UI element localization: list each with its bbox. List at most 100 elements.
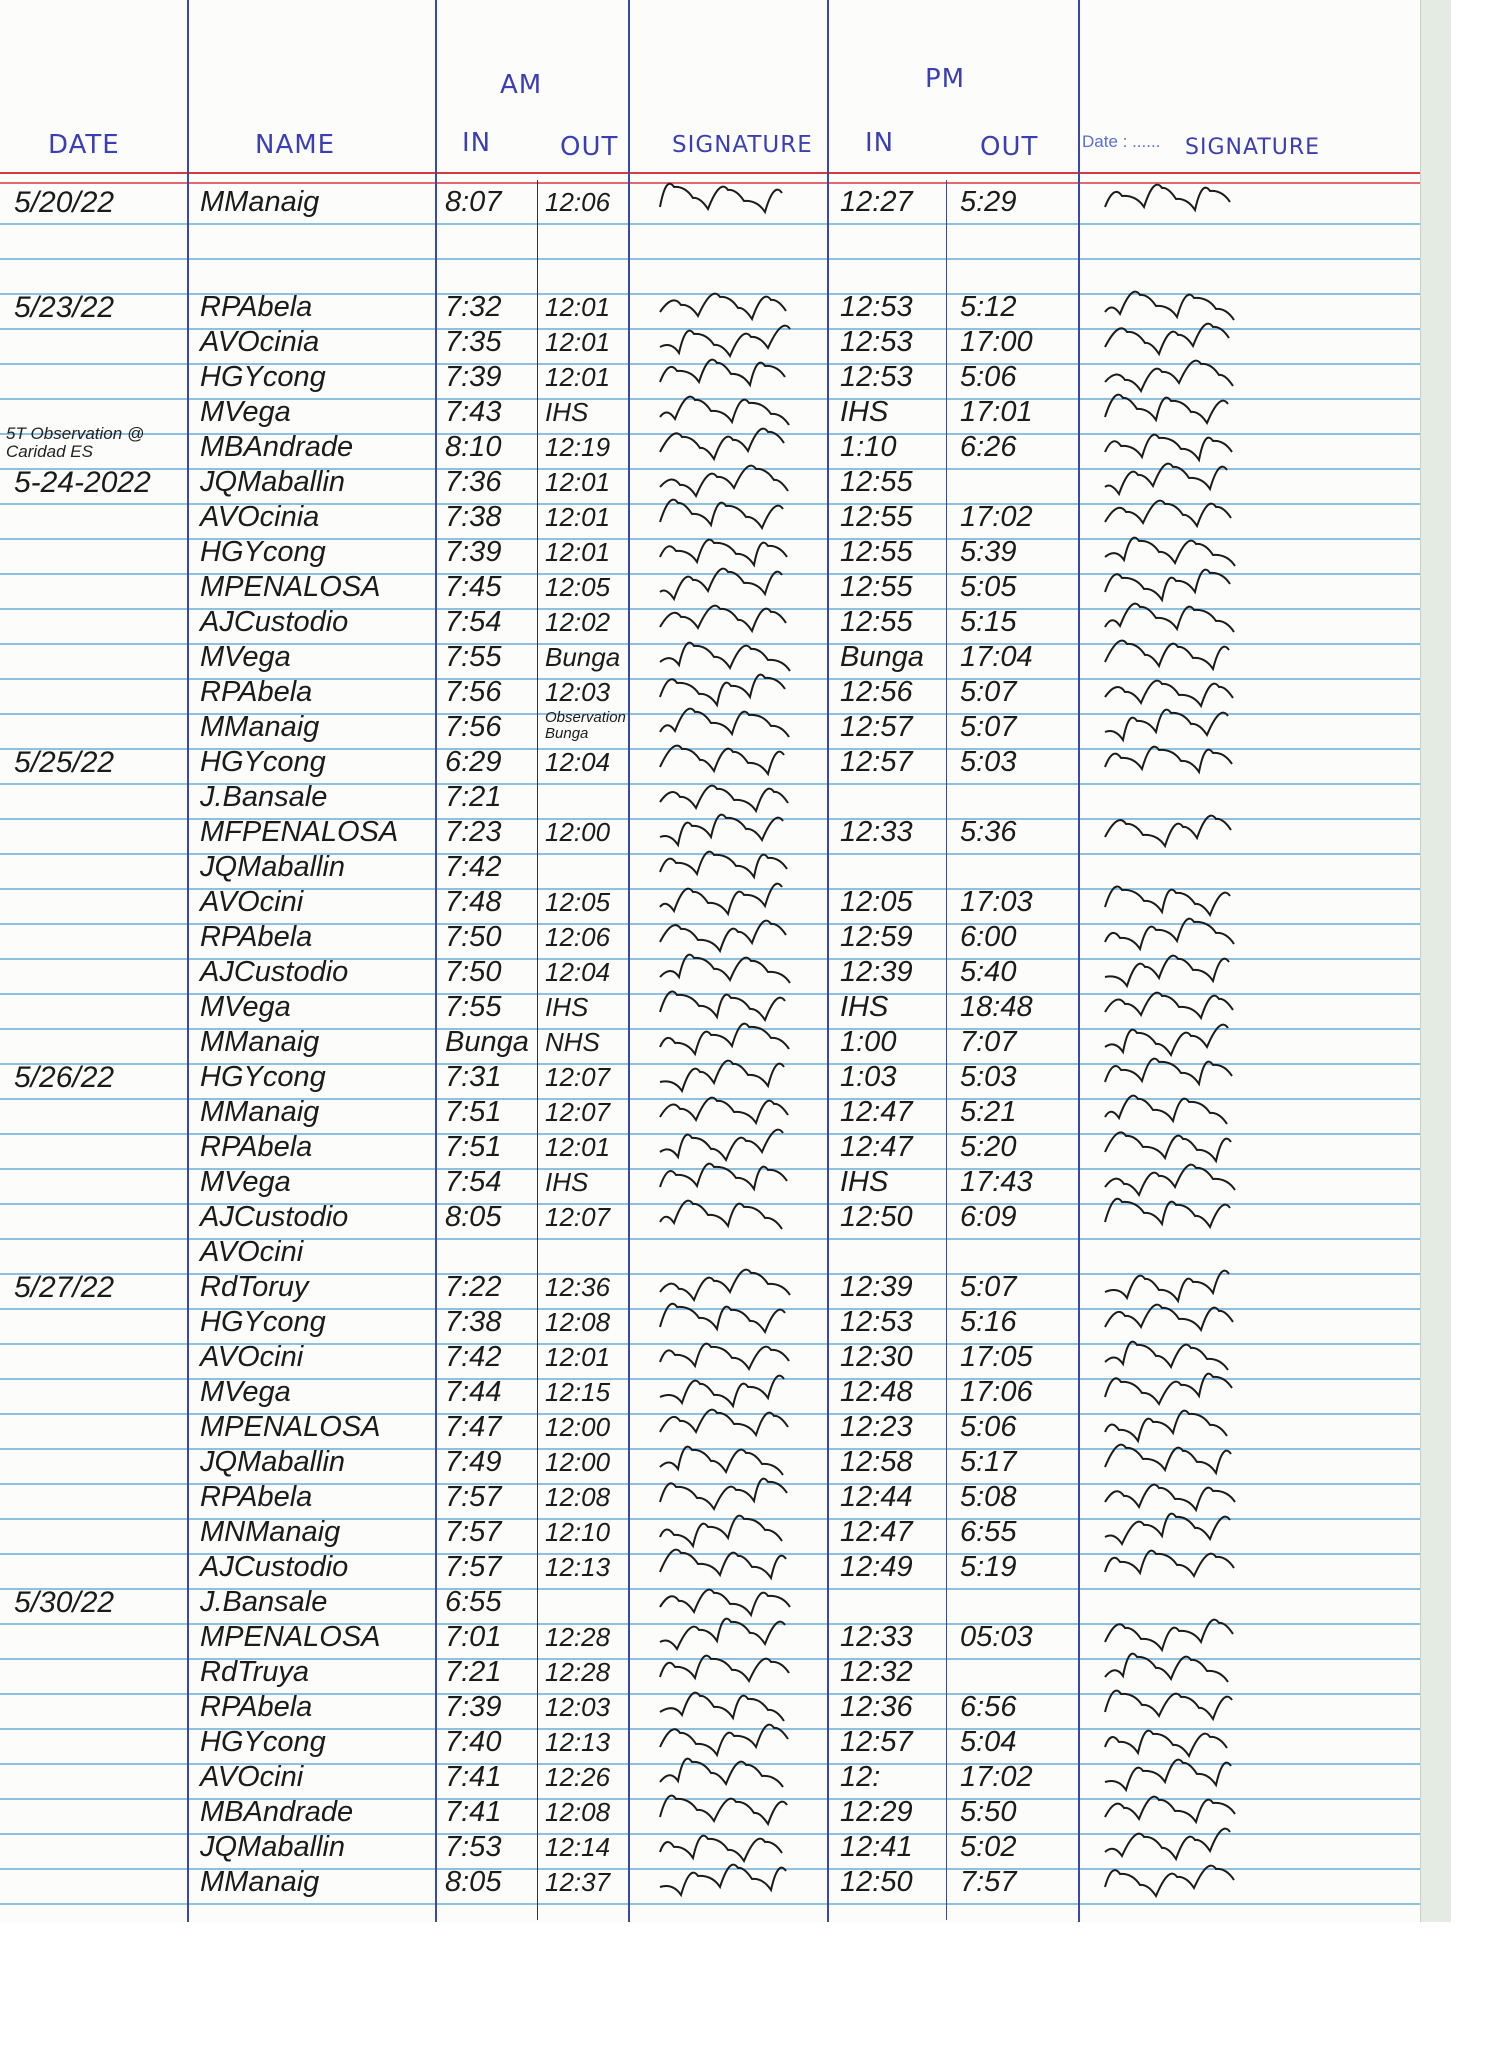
pm-signature: [1104, 1094, 1228, 1125]
am-in-cell: 7:50: [445, 956, 502, 988]
name-cell: AJCustodio: [200, 606, 349, 638]
am-in-cell: 7:54: [445, 1166, 502, 1198]
am-in-cell: 7:39: [445, 536, 502, 568]
table-row: AVOcinia 7:38 12:01 12:55 17:02: [0, 498, 1420, 535]
date-cell: [14, 675, 189, 710]
name-cell: MPENALOSA: [200, 1411, 381, 1443]
pm-signature-header: SIGNATURE: [1185, 135, 1321, 160]
pm-in-cell: 12:47: [840, 1516, 913, 1548]
am-out-cell: 12:10: [545, 1517, 611, 1547]
pm-out-cell: 5:20: [960, 1131, 1017, 1163]
pm-signature: [1104, 536, 1236, 567]
table-row: MBAndrade 8:10 12:19 1:10 6:26: [0, 427, 1420, 465]
pm-in-cell: 12:49: [840, 1551, 913, 1583]
pm-out-cell: 5:03: [960, 1061, 1017, 1093]
am-signature: [659, 1199, 783, 1230]
am-signature: [659, 919, 787, 954]
pm-out-cell: 5:07: [960, 676, 1017, 708]
am-in-cell: 7:44: [445, 1376, 502, 1408]
am-signature: [659, 1096, 789, 1126]
pm-in-cell: 12:39: [840, 1271, 913, 1303]
pm-in-cell: 12:59: [840, 921, 913, 953]
am-out-cell: Observation Bunga: [545, 709, 626, 742]
name-cell: RPAbela: [200, 676, 313, 708]
name-header: NAME: [255, 130, 336, 160]
pm-out-cell: 17:06: [960, 1376, 1033, 1408]
am-signature-header: SIGNATURE: [672, 132, 813, 158]
table-row: RPAbela 7:56 12:03 12:56 5:07: [0, 673, 1420, 710]
pm-in-header: IN: [865, 128, 895, 158]
name-cell: AVOcini: [200, 1341, 304, 1373]
am-signature: [659, 1548, 787, 1581]
pm-signature: [1104, 1131, 1232, 1164]
am-in-cell: 7:31: [445, 1061, 502, 1093]
pm-signature: [1104, 1409, 1228, 1444]
column-divider: [628, 0, 630, 1922]
am-out-cell: 12:01: [545, 362, 611, 392]
am-in-cell: 7:51: [445, 1131, 502, 1163]
pm-out-cell: 5:05: [960, 571, 1017, 603]
am-signature: [659, 784, 789, 814]
table-row: MVega 7:55 IHS IHS 18:48: [0, 990, 1420, 1025]
am-signature: [659, 1374, 785, 1409]
pm-in-cell: 12:29: [840, 1796, 913, 1828]
date-cell: [14, 1410, 189, 1445]
header-margin-line-2: [0, 182, 1420, 184]
pm-in-cell: 12:44: [840, 1481, 913, 1513]
table-row: MVega 7:44 12:15 12:48 17:06: [0, 1372, 1420, 1410]
am-signature: [659, 1445, 784, 1476]
am-in-header: IN: [462, 128, 492, 158]
table-row: AVOcini 7:41 12:26 12: 17:02: [0, 1757, 1420, 1795]
table-row: HGYcong 7:40 12:13 12:57 5:04: [0, 1723, 1420, 1760]
name-cell: MVega: [200, 1376, 291, 1408]
am-out-cell: IHS: [545, 992, 589, 1022]
pm-out-cell: 5:16: [960, 1306, 1017, 1338]
pm-signature: [1104, 991, 1234, 1021]
pm-signature: [1104, 954, 1230, 989]
pm-signature: [1104, 462, 1228, 497]
pm-in-cell: 12:57: [840, 711, 913, 743]
am-in-cell: 6:29: [445, 746, 502, 778]
pm-signature: [1104, 393, 1229, 426]
am-out-cell: 12:05: [545, 572, 611, 602]
pm-signature: [1104, 568, 1231, 603]
am-out-cell: [545, 780, 630, 815]
date-cell: [14, 500, 189, 535]
name-cell: RPAbela: [200, 1481, 313, 1513]
pm-signature: [1104, 1689, 1233, 1722]
header-margin-line: [0, 172, 1420, 174]
pm-in-cell: 12:: [840, 1761, 881, 1793]
name-cell: MFPENALOSA: [200, 816, 399, 848]
am-in-cell: [445, 1235, 535, 1270]
column-divider: [827, 0, 829, 1922]
pm-signature: [1104, 499, 1232, 529]
am-in-cell: 7:56: [445, 711, 502, 743]
pm-in-cell: 12:53: [840, 361, 913, 393]
date-cell: 5/20/22: [14, 186, 115, 219]
name-cell: MPENALOSA: [200, 571, 381, 603]
pm-in-cell: IHS: [840, 991, 889, 1023]
am-out-cell: 12:13: [545, 1727, 611, 1757]
pm-in-cell: 12:41: [840, 1831, 913, 1863]
pm-in-cell: 12:05: [840, 886, 913, 918]
am-signature: [659, 1059, 785, 1094]
am-signature: [659, 1477, 788, 1512]
pm-signature: [1104, 639, 1230, 672]
table-row: 5/26/22 HGYcong 7:31 12:07 1:03 5:03: [0, 1057, 1420, 1095]
am-out-cell: IHS: [545, 1167, 589, 1197]
pm-in-cell: [840, 1235, 940, 1270]
pm-in-cell: 12:47: [840, 1096, 913, 1128]
column-divider: [946, 180, 947, 1920]
pm-in-cell: 12:55: [840, 466, 913, 498]
table-row: AVOcini: [0, 1235, 1420, 1270]
pm-signature: [1104, 1197, 1231, 1230]
am-in-cell: 7:32: [445, 291, 502, 323]
date-cell: [14, 885, 189, 920]
table-row: J.Bansale 7:21: [0, 780, 1420, 815]
pm-in-cell: 1:00: [840, 1026, 897, 1058]
date-cell: [14, 1830, 189, 1865]
am-out-cell: 12:07: [545, 1202, 611, 1232]
am-out-cell: 12:37: [545, 1867, 611, 1897]
table-row: 5/25/22 HGYcong 6:29 12:04 12:57 5:03: [0, 744, 1420, 780]
pm-in-cell: 12:27: [840, 186, 913, 218]
